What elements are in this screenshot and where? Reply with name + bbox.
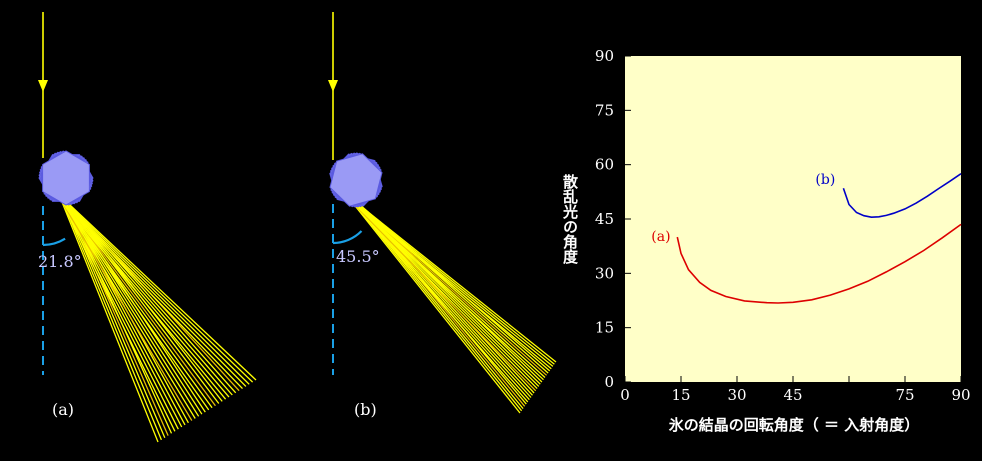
hexagonal-ice-crystal-icon bbox=[38, 150, 94, 206]
panel-label-a: (a) bbox=[52, 400, 74, 419]
scattered-ray bbox=[351, 201, 521, 414]
series-label-a: (a) bbox=[651, 229, 670, 245]
scattered-ray bbox=[61, 201, 243, 390]
scattered-ray bbox=[62, 201, 163, 441]
panel-b-diagram: 45.5° (b) bbox=[328, 12, 557, 419]
x-tick-label: 15 bbox=[671, 386, 690, 404]
angle-arc-b bbox=[332, 230, 363, 245]
crystal-hexagon bbox=[329, 153, 383, 207]
x-tick-label: 30 bbox=[727, 386, 746, 404]
panel-label-b: (b) bbox=[354, 400, 377, 419]
scattered-ray bbox=[63, 201, 250, 385]
y-tick-label: 15 bbox=[595, 319, 614, 337]
x-tick-label: 75 bbox=[895, 386, 914, 404]
x-tick-label: 0 bbox=[620, 386, 630, 404]
axis-ticks: 0 15 30 45 60 75 90 0 15 30 45 75 90 bbox=[595, 47, 971, 404]
y-axis-label: 散乱光の角度 bbox=[561, 173, 579, 265]
y-tick-label: 30 bbox=[595, 264, 614, 282]
arrow-down-icon bbox=[328, 80, 338, 92]
angle-arc-a bbox=[42, 237, 66, 247]
y-tick-label: 0 bbox=[604, 373, 614, 391]
scattered-ray bbox=[351, 201, 529, 403]
series-label-b: (b) bbox=[815, 172, 835, 188]
x-tick-label: 90 bbox=[951, 386, 970, 404]
scattered-ray bbox=[352, 201, 538, 390]
scattered-ray bbox=[61, 201, 210, 411]
x-tick-label: 45 bbox=[783, 386, 802, 404]
scattered-ray bbox=[66, 201, 257, 381]
scattered-ray bbox=[351, 201, 552, 370]
series-line-b bbox=[842, 173, 962, 219]
crystal-hexagon bbox=[42, 150, 90, 206]
scattered-ray bbox=[62, 201, 247, 387]
scattered-ray bbox=[61, 201, 227, 400]
scattered-ray bbox=[61, 201, 193, 421]
scattered-ray bbox=[62, 201, 213, 409]
scattered-rays-a bbox=[61, 201, 257, 443]
scattered-ray bbox=[62, 201, 196, 419]
scattered-ray bbox=[352, 201, 523, 412]
scattered-ray bbox=[355, 201, 557, 363]
scattered-ray bbox=[351, 201, 537, 392]
y-tick-label: 90 bbox=[595, 47, 614, 65]
scattered-rays-b bbox=[351, 201, 557, 414]
scattered-ray bbox=[352, 201, 530, 401]
scattered-ray bbox=[353, 201, 555, 365]
scattered-ray bbox=[65, 201, 254, 383]
scatter-angle-chart: 0 15 30 45 60 75 90 0 15 30 45 75 90 (a) (b) 氷の結晶の回転角… bbox=[561, 47, 971, 434]
scattered-ray bbox=[61, 201, 159, 443]
scattered-ray bbox=[62, 201, 179, 430]
scattered-ray bbox=[351, 201, 544, 381]
y-tick-label: 60 bbox=[595, 156, 614, 174]
scattered-ray bbox=[352, 201, 554, 367]
scattered-ray bbox=[352, 201, 546, 378]
hexagonal-ice-crystal-icon bbox=[329, 152, 383, 208]
angle-label-a: 21.8° bbox=[38, 252, 82, 271]
plot-area bbox=[625, 56, 961, 382]
series-layer: (a) (b) bbox=[651, 172, 962, 304]
arrow-down-icon bbox=[38, 80, 48, 92]
y-tick-label: 75 bbox=[595, 101, 614, 119]
panel-a-diagram: 21.8° (a) bbox=[38, 12, 257, 443]
series-line-a bbox=[676, 223, 962, 304]
scattered-ray bbox=[61, 201, 176, 432]
angle-label-b: 45.5° bbox=[336, 247, 380, 266]
y-tick-label: 45 bbox=[595, 210, 614, 228]
x-axis-label: 氷の結晶の回転角度（ ＝ 入射角度） bbox=[669, 416, 919, 434]
scattered-ray bbox=[62, 201, 230, 398]
